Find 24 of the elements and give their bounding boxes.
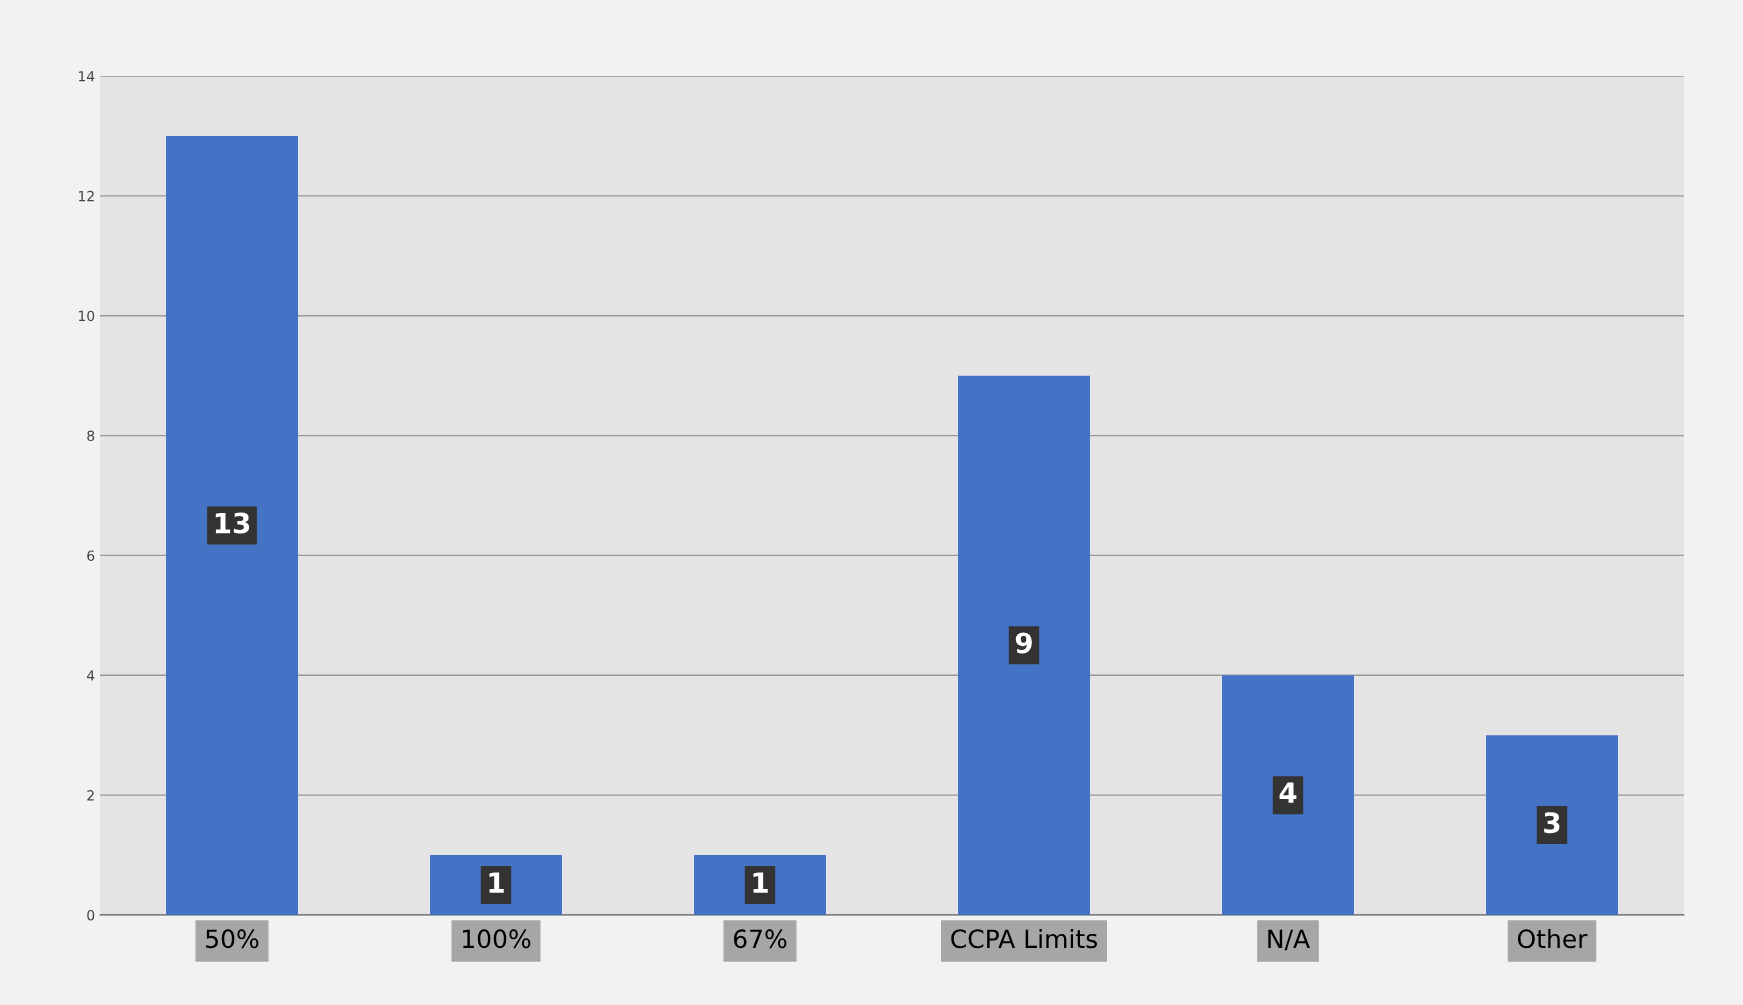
x-tick-label: 67% bbox=[733, 929, 787, 949]
y-tick-label: 12 bbox=[78, 190, 94, 202]
x-tick-label: 50% bbox=[206, 929, 259, 949]
y-tick-label: 8 bbox=[87, 430, 95, 442]
y-tick-label: 0 bbox=[87, 909, 95, 921]
bar bbox=[1222, 675, 1354, 915]
y-tick-label: 6 bbox=[87, 550, 95, 561]
data-label: 1 bbox=[753, 872, 768, 893]
data-label: 3 bbox=[1544, 812, 1560, 834]
y-tick-label: 4 bbox=[86, 670, 95, 681]
y-tick-label: 2 bbox=[87, 790, 94, 801]
data-label: 1 bbox=[489, 872, 504, 893]
bar bbox=[166, 135, 298, 915]
data-label: 4 bbox=[1279, 782, 1297, 803]
x-tick-label: CCPA Limits bbox=[951, 928, 1097, 949]
x-tick-label: Other bbox=[1517, 928, 1588, 949]
x-tick-label: N/A bbox=[1268, 929, 1310, 951]
bar bbox=[1486, 735, 1618, 915]
y-tick-label: 14 bbox=[78, 71, 95, 82]
bar bbox=[958, 375, 1090, 915]
x-tick-label: 100% bbox=[463, 929, 531, 949]
data-label: 13 bbox=[215, 512, 250, 534]
y-tick-label: 10 bbox=[78, 310, 95, 322]
data-label: 9 bbox=[1015, 632, 1032, 654]
